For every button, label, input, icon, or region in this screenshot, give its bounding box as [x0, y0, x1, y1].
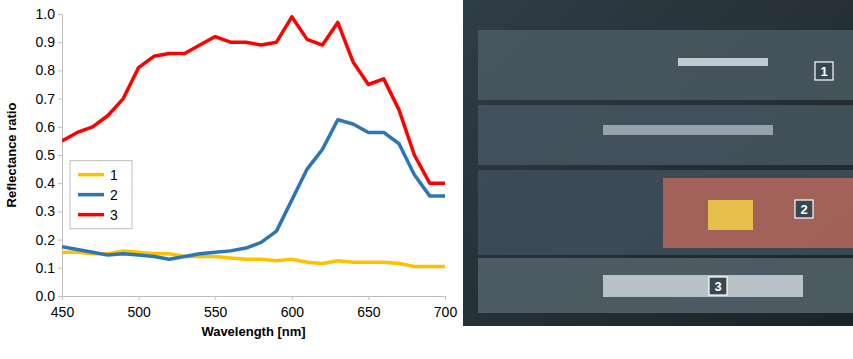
y-axis-title: Reflectance ratio [4, 103, 19, 208]
y-tick-mark [58, 240, 62, 241]
y-tick-label: 0.4 [36, 175, 56, 191]
x-tick-label: 500 [127, 304, 151, 320]
y-axis: 0.0 0.1 0.2 0.3 0.4 0.5 0.6 0.7 0.8 0.9 1.0 [36, 6, 63, 304]
x-tick-label: 650 [357, 304, 381, 320]
book [478, 258, 853, 313]
chart: 0.0 0.1 0.2 0.3 0.4 0.5 0.6 0.7 0.8 0.9 1.0 450 500 5… [4, 6, 457, 339]
x-axis-line [63, 297, 446, 301]
x-tick: 600 [281, 296, 305, 320]
y-tick: 0.2 [36, 232, 62, 248]
y-tick-mark [58, 99, 62, 100]
legend: 1 2 3 [70, 161, 132, 229]
y-tick-mark [58, 296, 62, 297]
y-tick: 0.3 [36, 203, 62, 219]
y-tick-label: 0.5 [36, 147, 56, 163]
series-line [62, 17, 445, 183]
y-tick: 0.9 [36, 34, 62, 50]
x-tick: 500 [127, 296, 151, 320]
marker-label: 1 [820, 64, 827, 79]
book [478, 30, 853, 100]
y-tick-mark [58, 155, 62, 156]
y-tick: 0.0 [36, 288, 62, 304]
legend-label: 2 [110, 187, 118, 203]
y-tick: 0.7 [36, 91, 62, 107]
y-tick-mark [58, 14, 62, 15]
book-red-label [663, 178, 853, 248]
y-tick-label: 0.9 [36, 34, 56, 50]
highlight [678, 58, 768, 66]
legend-swatch [78, 213, 104, 217]
x-tick-mark [445, 296, 446, 300]
x-tick-label: 600 [281, 304, 305, 320]
y-tick: 0.1 [36, 260, 62, 276]
book [478, 105, 853, 165]
y-tick: 0.5 [36, 147, 62, 163]
y-tick: 0.4 [36, 175, 62, 191]
legend-box [70, 161, 132, 229]
y-tick-label: 0.7 [36, 91, 56, 107]
marker: 3 [709, 277, 727, 295]
x-tick: 650 [357, 296, 381, 320]
marker-label: 3 [714, 279, 721, 294]
x-tick-mark [292, 296, 293, 300]
plot-area [62, 17, 445, 267]
x-tick-mark [139, 296, 140, 300]
highlight [603, 125, 773, 135]
marker: 2 [795, 200, 813, 218]
highlight [603, 275, 803, 297]
highlight [708, 200, 753, 230]
y-tick-mark [58, 42, 62, 43]
y-tick-label: 0.1 [36, 260, 56, 276]
photo: 1 2 3 [463, 0, 853, 326]
x-tick: 450 [51, 296, 75, 320]
x-tick-label: 450 [51, 304, 75, 320]
y-tick-mark [58, 127, 62, 128]
y-axis-line [58, 15, 63, 297]
marker: 1 [815, 62, 833, 80]
x-axis: 450 500 550 600 650 700 [51, 296, 458, 320]
y-tick-mark [58, 211, 62, 212]
x-tick-mark [62, 296, 63, 300]
photo-background [463, 0, 853, 326]
y-tick-label: 1.0 [36, 6, 56, 22]
x-tick-label: 700 [434, 304, 458, 320]
legend-swatch [78, 193, 104, 197]
x-axis-title: Wavelength [nm] [201, 324, 305, 339]
x-tick: 700 [434, 296, 458, 320]
y-tick: 1.0 [36, 6, 62, 22]
x-tick-mark [215, 296, 216, 300]
marker-box [795, 200, 813, 218]
y-tick-mark [58, 183, 62, 184]
marker-box [709, 277, 727, 295]
legend-swatch [78, 173, 104, 177]
y-tick-label: 0.2 [36, 232, 56, 248]
y-tick-mark [58, 268, 62, 269]
y-tick-label: 0.3 [36, 203, 56, 219]
y-tick-mark [58, 70, 62, 71]
legend-label: 3 [110, 207, 118, 223]
x-tick: 550 [204, 296, 228, 320]
y-tick-label: 0.6 [36, 119, 56, 135]
legend-label: 1 [110, 167, 118, 183]
book [478, 170, 853, 255]
marker-label: 2 [800, 202, 807, 217]
series-line [62, 120, 445, 260]
y-tick: 0.8 [36, 62, 62, 78]
x-tick-mark [368, 296, 369, 300]
y-tick-label: 0.0 [36, 288, 56, 304]
canvas: 0.0 0.1 0.2 0.3 0.4 0.5 0.6 0.7 0.8 0.9 1.0 450 500 5… [0, 0, 853, 359]
marker-box [815, 62, 833, 80]
x-tick-label: 550 [204, 304, 228, 320]
y-tick-label: 0.8 [36, 62, 56, 78]
y-tick: 0.6 [36, 119, 62, 135]
